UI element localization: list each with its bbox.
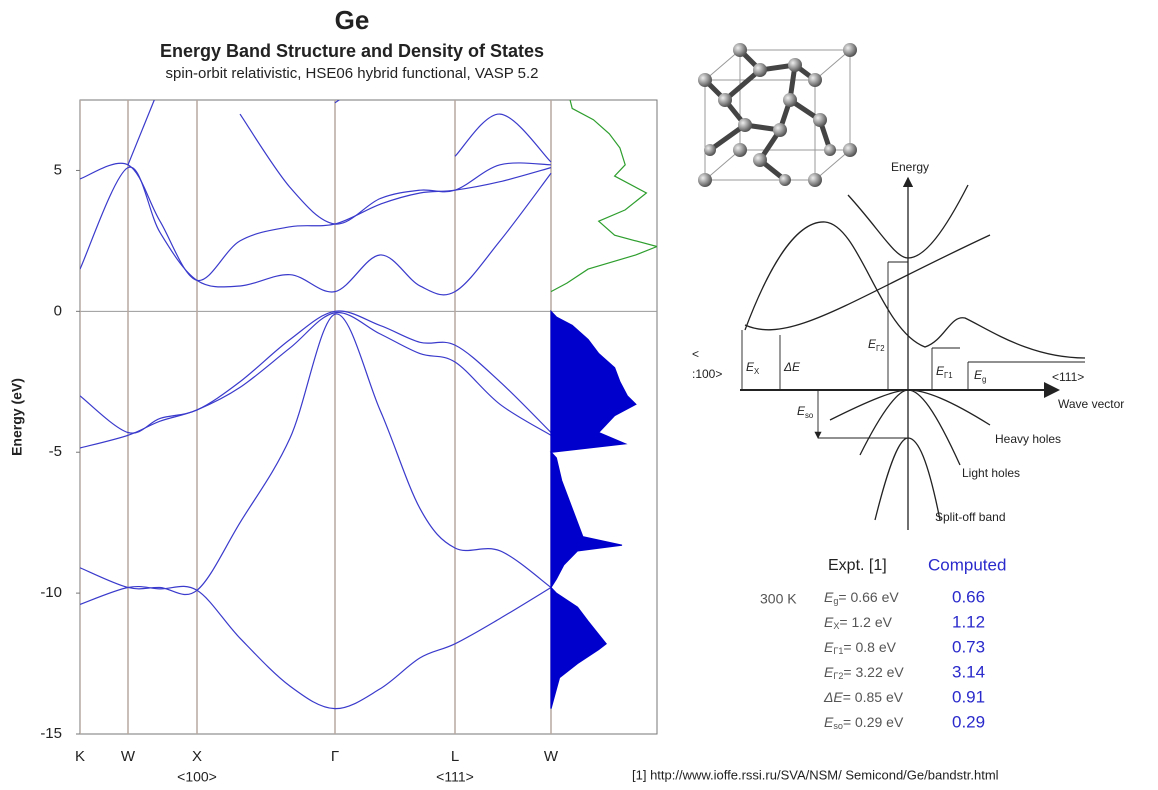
band-schematic xyxy=(740,176,1086,530)
symbol-sub: Γ1 xyxy=(944,371,953,380)
footnote: [1] http://www.ioffe.rssi.ru/SVA/NSM/ Se… xyxy=(632,767,999,782)
band xyxy=(334,100,341,104)
x-tick-label: L xyxy=(451,748,459,765)
y-tick-label: 0 xyxy=(54,302,62,319)
band xyxy=(80,585,552,710)
computed-value: 0.91 xyxy=(952,687,985,706)
computed-value: 0.29 xyxy=(952,712,985,731)
computed-value: 0.73 xyxy=(952,637,985,656)
conduction-band xyxy=(744,221,1086,359)
symbol-sub: g xyxy=(982,375,986,384)
band xyxy=(80,312,552,449)
x-tick-label: X xyxy=(192,748,202,765)
symbol-main: E xyxy=(824,664,834,680)
y-tick-label: -5 xyxy=(49,443,62,460)
y-tick-label: -15 xyxy=(40,725,62,742)
band xyxy=(80,162,552,281)
x-tick-sublabel: <111> xyxy=(436,769,474,785)
y-tick-label: -10 xyxy=(40,584,62,601)
symbol: EΓ1= 0.8 eV xyxy=(824,639,897,657)
left-direction: < xyxy=(692,347,699,361)
right-direction: <111> xyxy=(1052,370,1084,384)
symbol-main: E xyxy=(797,404,806,418)
symbol: Eg= 0.66 eV xyxy=(824,589,899,607)
symbol: EΓ2 xyxy=(868,337,885,353)
temperature: 300 K xyxy=(760,591,797,607)
left-direction: :100> xyxy=(692,367,722,381)
symbol-main: E xyxy=(824,714,834,730)
gap-table: Expt. [1] Computed 300 K Eg= 0.66 eV 0.66… xyxy=(760,555,1006,731)
expt-value: = 3.22 eV xyxy=(843,664,904,680)
expt-value: = 0.66 eV xyxy=(838,589,899,605)
crystal-structure xyxy=(698,43,857,187)
symbol-sub: Γ1 xyxy=(833,646,843,656)
symbol-main: E xyxy=(746,360,755,374)
energy-label: Energy xyxy=(891,160,929,174)
band xyxy=(127,100,155,166)
expt-value: = 0.8 eV xyxy=(843,639,896,655)
symbol-main: E xyxy=(868,337,877,351)
computed-value: 3.14 xyxy=(952,662,985,681)
band xyxy=(239,113,552,225)
symbol-main: ΔE xyxy=(783,360,801,374)
wave-vector-label: Wave vector xyxy=(1058,397,1124,411)
symbol: ΔE= 0.85 eV xyxy=(823,689,904,705)
note: spin-orbit relativistic, HSE06 hybrid fu… xyxy=(166,65,539,82)
symbol-sub: Γ2 xyxy=(833,671,843,681)
light-holes-label: Light holes xyxy=(962,466,1020,480)
expt-value: = 0.29 eV xyxy=(843,714,904,730)
x-tick-sublabel: <100> xyxy=(177,769,217,785)
y-axis-title: Energy (eV) xyxy=(9,378,25,456)
split-off-label: Split-off band xyxy=(935,510,1006,524)
x-tick-label: Γ xyxy=(331,748,339,765)
symbol: Eso= 0.29 eV xyxy=(824,714,904,732)
axes: 5 0 -5 -10 -15 K W X <100> Γ L <111> W xyxy=(40,161,559,784)
symbol: EΓ1 xyxy=(936,364,953,380)
x-tick-label: K xyxy=(75,748,85,765)
expt-value: = 1.2 eV xyxy=(839,614,892,630)
symbol-main: E xyxy=(936,364,945,378)
x-tick-label: W xyxy=(544,748,559,765)
expt-value: = 0.85 eV xyxy=(843,689,904,705)
computed-header: Computed xyxy=(928,555,1006,574)
symbol: EX= 1.2 eV xyxy=(824,614,893,632)
light-hole-band xyxy=(859,389,961,466)
symbol-sub: Γ2 xyxy=(876,344,885,353)
symbol: ΔE xyxy=(783,360,801,374)
heavy-hole-band xyxy=(829,389,991,426)
computed-value: 1.12 xyxy=(952,612,985,631)
band xyxy=(80,313,552,596)
symbol-sub: so xyxy=(833,721,843,731)
symbol-sub: X xyxy=(754,367,760,376)
subtitle: Energy Band Structure and Density of Sta… xyxy=(160,41,544,61)
symbol-sub: so xyxy=(805,411,814,420)
expt-header: Expt. [1] xyxy=(828,557,887,574)
band xyxy=(80,310,552,434)
computed-value: 0.66 xyxy=(952,587,985,606)
symbol-sub: g xyxy=(833,596,838,606)
symbol-sub: X xyxy=(833,621,839,631)
dos-area xyxy=(549,309,637,709)
y-tick-label: 5 xyxy=(54,161,62,178)
conduction-band xyxy=(744,234,991,331)
symbol-main: E xyxy=(824,589,834,605)
symbol: EX xyxy=(746,360,760,376)
symbol: Eg xyxy=(974,368,986,384)
schematic-labels: Energy Wave vector < :100> <111> Heavy h… xyxy=(692,160,1124,524)
conduction-band xyxy=(847,184,969,259)
band xyxy=(80,166,552,296)
symbol: EΓ2= 3.22 eV xyxy=(824,664,904,682)
symbol-main: ΔE xyxy=(823,689,843,705)
plot-area xyxy=(80,100,657,734)
heavy-holes-label: Heavy holes xyxy=(995,432,1061,446)
title: Ge xyxy=(335,5,370,35)
symbol-main: E xyxy=(824,614,834,630)
symbol: Eso xyxy=(797,404,814,420)
symbol-main: E xyxy=(974,368,983,382)
band xyxy=(454,113,552,163)
x-tick-label: W xyxy=(121,748,136,765)
symbol-main: E xyxy=(824,639,834,655)
dos-line xyxy=(550,100,657,293)
